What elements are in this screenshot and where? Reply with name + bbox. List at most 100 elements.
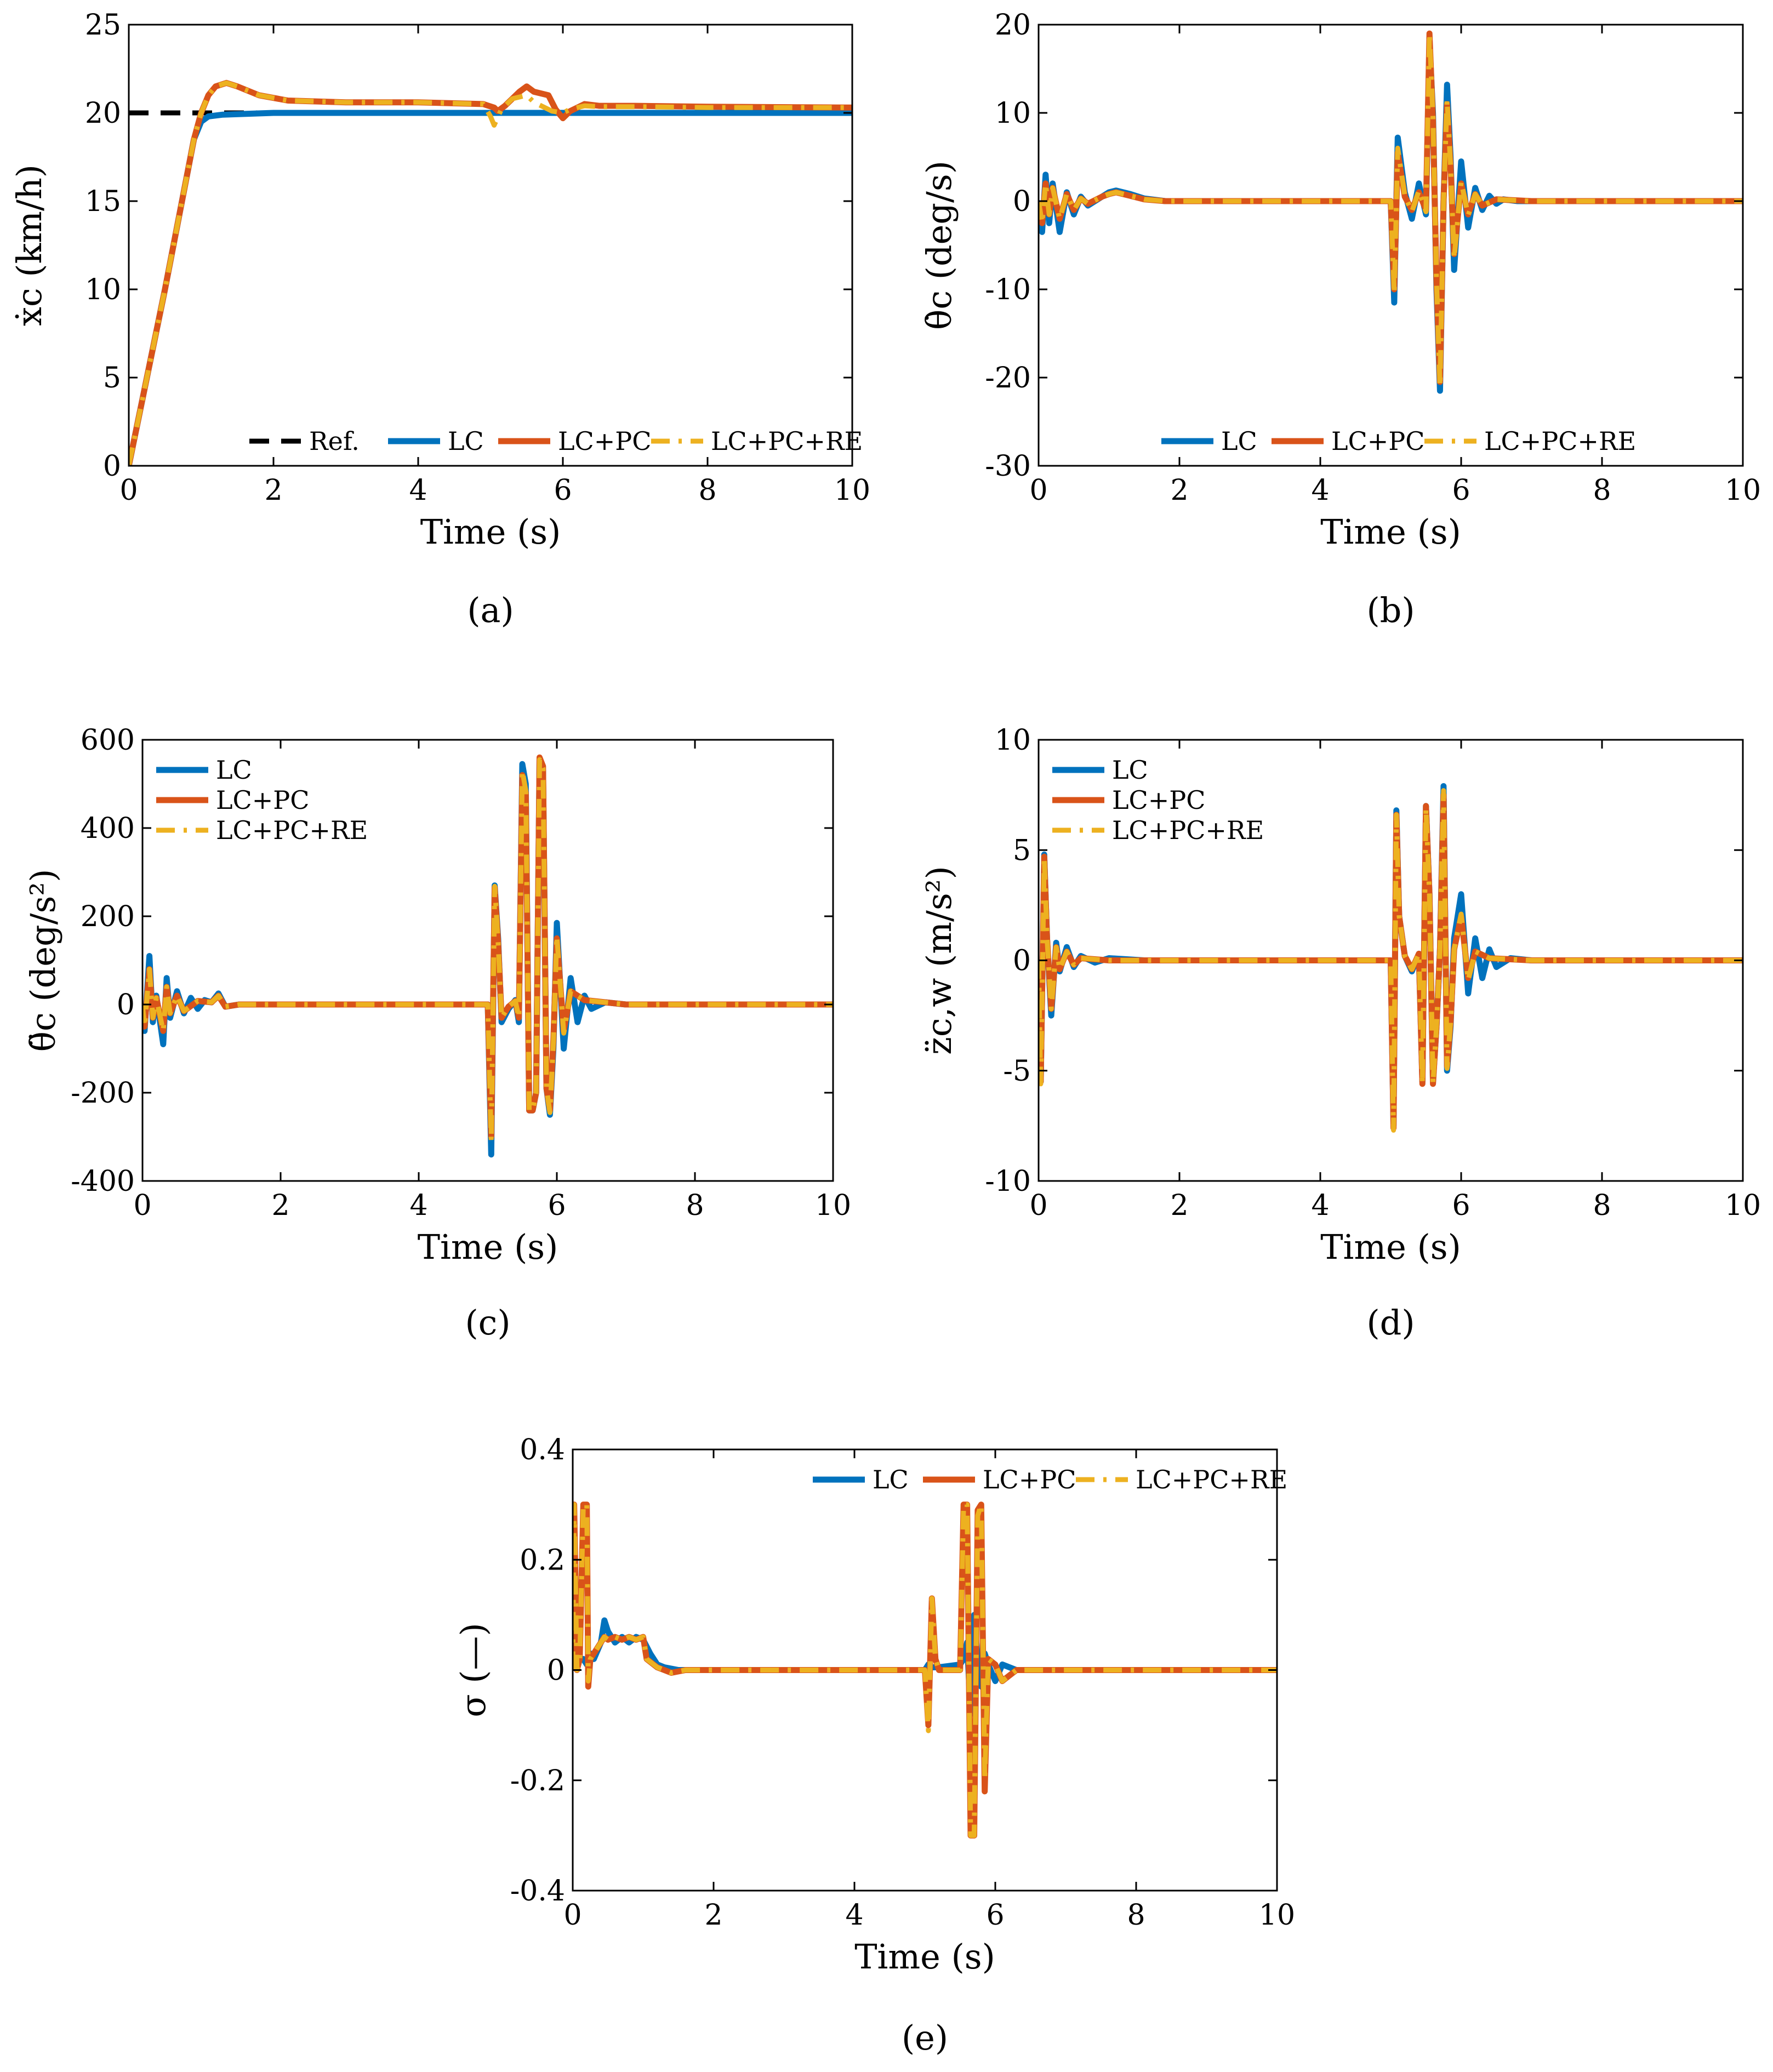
panel-e: 0 2 4 6 8 10 -0.4 -0.2 0 0.2 0.4 Time (s) σ (—) (e) LC…	[453, 1434, 1295, 2058]
y-tick-label: 0.2	[520, 1544, 565, 1577]
x-tick-label: 8	[1593, 474, 1611, 507]
series-group-a	[129, 79, 852, 466]
x-tick-label: 2	[704, 1899, 722, 1932]
legend-label-lc_pc_re: LC+PC+RE	[1112, 815, 1264, 845]
y-tick-label: -0.4	[510, 1875, 565, 1908]
y-axis-label: θ̇c (deg/s)	[919, 161, 959, 330]
y-tick-label: 20	[995, 9, 1031, 42]
x-tick-label: 6	[554, 474, 572, 507]
x-tick-label: 10	[1259, 1899, 1295, 1932]
legend-label-lc_pc: LC+PC	[983, 1465, 1076, 1494]
y-tick-label: 5	[1013, 834, 1031, 867]
y-tick-label: 200	[81, 900, 135, 933]
legend: Ref. LC LC+PC LC+PC+RE	[249, 426, 863, 456]
y-tick-label: -400	[71, 1165, 135, 1198]
x-tick-label: 0	[133, 1189, 151, 1222]
axes-box	[128, 24, 853, 467]
legend-label-lc: LC	[1221, 426, 1257, 456]
x-tick-label: 4	[409, 474, 427, 507]
x-tick-label: 2	[271, 1189, 289, 1222]
y-tick-label: 0	[117, 989, 135, 1021]
legend-label-lc_pc_re: LC+PC+RE	[216, 815, 368, 845]
x-tick-label: 6	[548, 1189, 566, 1222]
axes-box	[141, 739, 834, 1182]
y-tick-label: -20	[985, 362, 1031, 395]
y-tick-label: -200	[71, 1077, 135, 1110]
y-tick-label: -0.2	[510, 1765, 565, 1797]
y-tick-label: 25	[85, 9, 121, 42]
x-tick-label: 10	[1725, 1189, 1761, 1222]
legend: LC LC+PC LC+PC+RE	[1161, 426, 1636, 456]
series-line-lc_pc_re	[142, 757, 833, 1144]
legend-label-lc: LC	[1112, 755, 1148, 785]
y-tick-label: 0	[1013, 185, 1031, 218]
y-tick-label: 15	[85, 185, 121, 218]
axes-box	[1037, 24, 1744, 467]
y-tick-label: 0	[103, 450, 121, 483]
y-tick-label: 600	[81, 724, 135, 757]
y-tick-label: -10	[985, 273, 1031, 306]
x-tick-label: 2	[1170, 474, 1188, 507]
series-line-lc_pc_re	[573, 1502, 1277, 1838]
x-tick-label: 2	[264, 474, 282, 507]
x-axis-label: Time (s)	[1320, 1227, 1461, 1267]
x-tick-label: 4	[845, 1899, 863, 1932]
panel-a: 0 2 4 6 8 10 0 5 10 15 20 25 Time (s) ẋc (km/h) (a) Ref…	[9, 9, 870, 630]
y-tick-label: 400	[81, 812, 135, 845]
legend-label-lc: LC	[873, 1465, 909, 1494]
x-tick-label: 8	[1127, 1899, 1145, 1932]
x-tick-label: 0	[1029, 1189, 1047, 1222]
series-line-lc_pc_re	[1039, 31, 1743, 389]
y-tick-label: 20	[85, 97, 121, 130]
panel-caption: (d)	[1366, 1303, 1415, 1343]
x-tick-label: 10	[1725, 474, 1761, 507]
legend-label-lc: LC	[216, 755, 252, 785]
panel-b: 0 2 4 6 8 10 -30 -20 -10 0 10 20 Time (s) θ̇c (deg/s)…	[919, 9, 1761, 630]
x-tick-label: 8	[686, 1189, 704, 1222]
y-tick-label: -30	[985, 450, 1031, 483]
y-tick-label: 5	[103, 362, 121, 395]
x-tick-label: 8	[698, 474, 716, 507]
y-tick-label: -5	[1003, 1055, 1031, 1088]
y-tick-label: 10	[85, 273, 121, 306]
legend-label-lc_pc: LC+PC	[1331, 426, 1424, 456]
series-group-d	[1039, 783, 1743, 1133]
x-tick-label: 4	[409, 1189, 427, 1222]
x-tick-label: 8	[1593, 1189, 1611, 1222]
x-tick-label: 2	[1170, 1189, 1188, 1222]
x-tick-label: 10	[815, 1189, 851, 1222]
legend: LC LC+PC LC+PC+RE	[813, 1465, 1287, 1494]
y-tick-label: -10	[985, 1165, 1031, 1198]
x-tick-label: 4	[1311, 1189, 1329, 1222]
panel-c: 0 2 4 6 8 10 -400 -200 0 200 400 600 Time (s) θ̈c (de…	[23, 724, 851, 1343]
legend-label-lc: LC	[448, 426, 484, 456]
x-tick-label: 0	[119, 474, 138, 507]
x-tick-label: 0	[563, 1899, 582, 1932]
legend-label-lc_pc_re: LC+PC+RE	[1484, 426, 1636, 456]
series-group-c	[142, 754, 833, 1158]
y-axis-label: z̈c,w (m/s²)	[919, 866, 959, 1055]
legend-label-lc_pc: LC+PC	[558, 426, 651, 456]
y-axis-label: σ (—)	[453, 1623, 493, 1717]
legend-label-lc_pc_re: LC+PC+RE	[1136, 1465, 1287, 1494]
x-axis-label: Time (s)	[1320, 512, 1461, 552]
y-tick-label: 0.4	[520, 1434, 565, 1466]
x-tick-label: 6	[1452, 474, 1470, 507]
panel-caption: (e)	[902, 2018, 948, 2058]
series-group-e	[573, 1502, 1277, 1839]
series-line-lc_pc_re	[129, 80, 852, 466]
y-axis-label: θ̈c (deg/s²)	[23, 869, 63, 1052]
x-tick-label: 0	[1029, 474, 1047, 507]
panel-caption: (b)	[1366, 590, 1415, 630]
y-tick-label: 0	[547, 1654, 565, 1687]
x-tick-label: 6	[986, 1899, 1004, 1932]
series-group-b	[1039, 30, 1743, 394]
x-tick-label: 6	[1452, 1189, 1470, 1222]
legend-label-lc_pc_re: LC+PC+RE	[711, 426, 863, 456]
x-axis-label: Time (s)	[420, 512, 561, 552]
